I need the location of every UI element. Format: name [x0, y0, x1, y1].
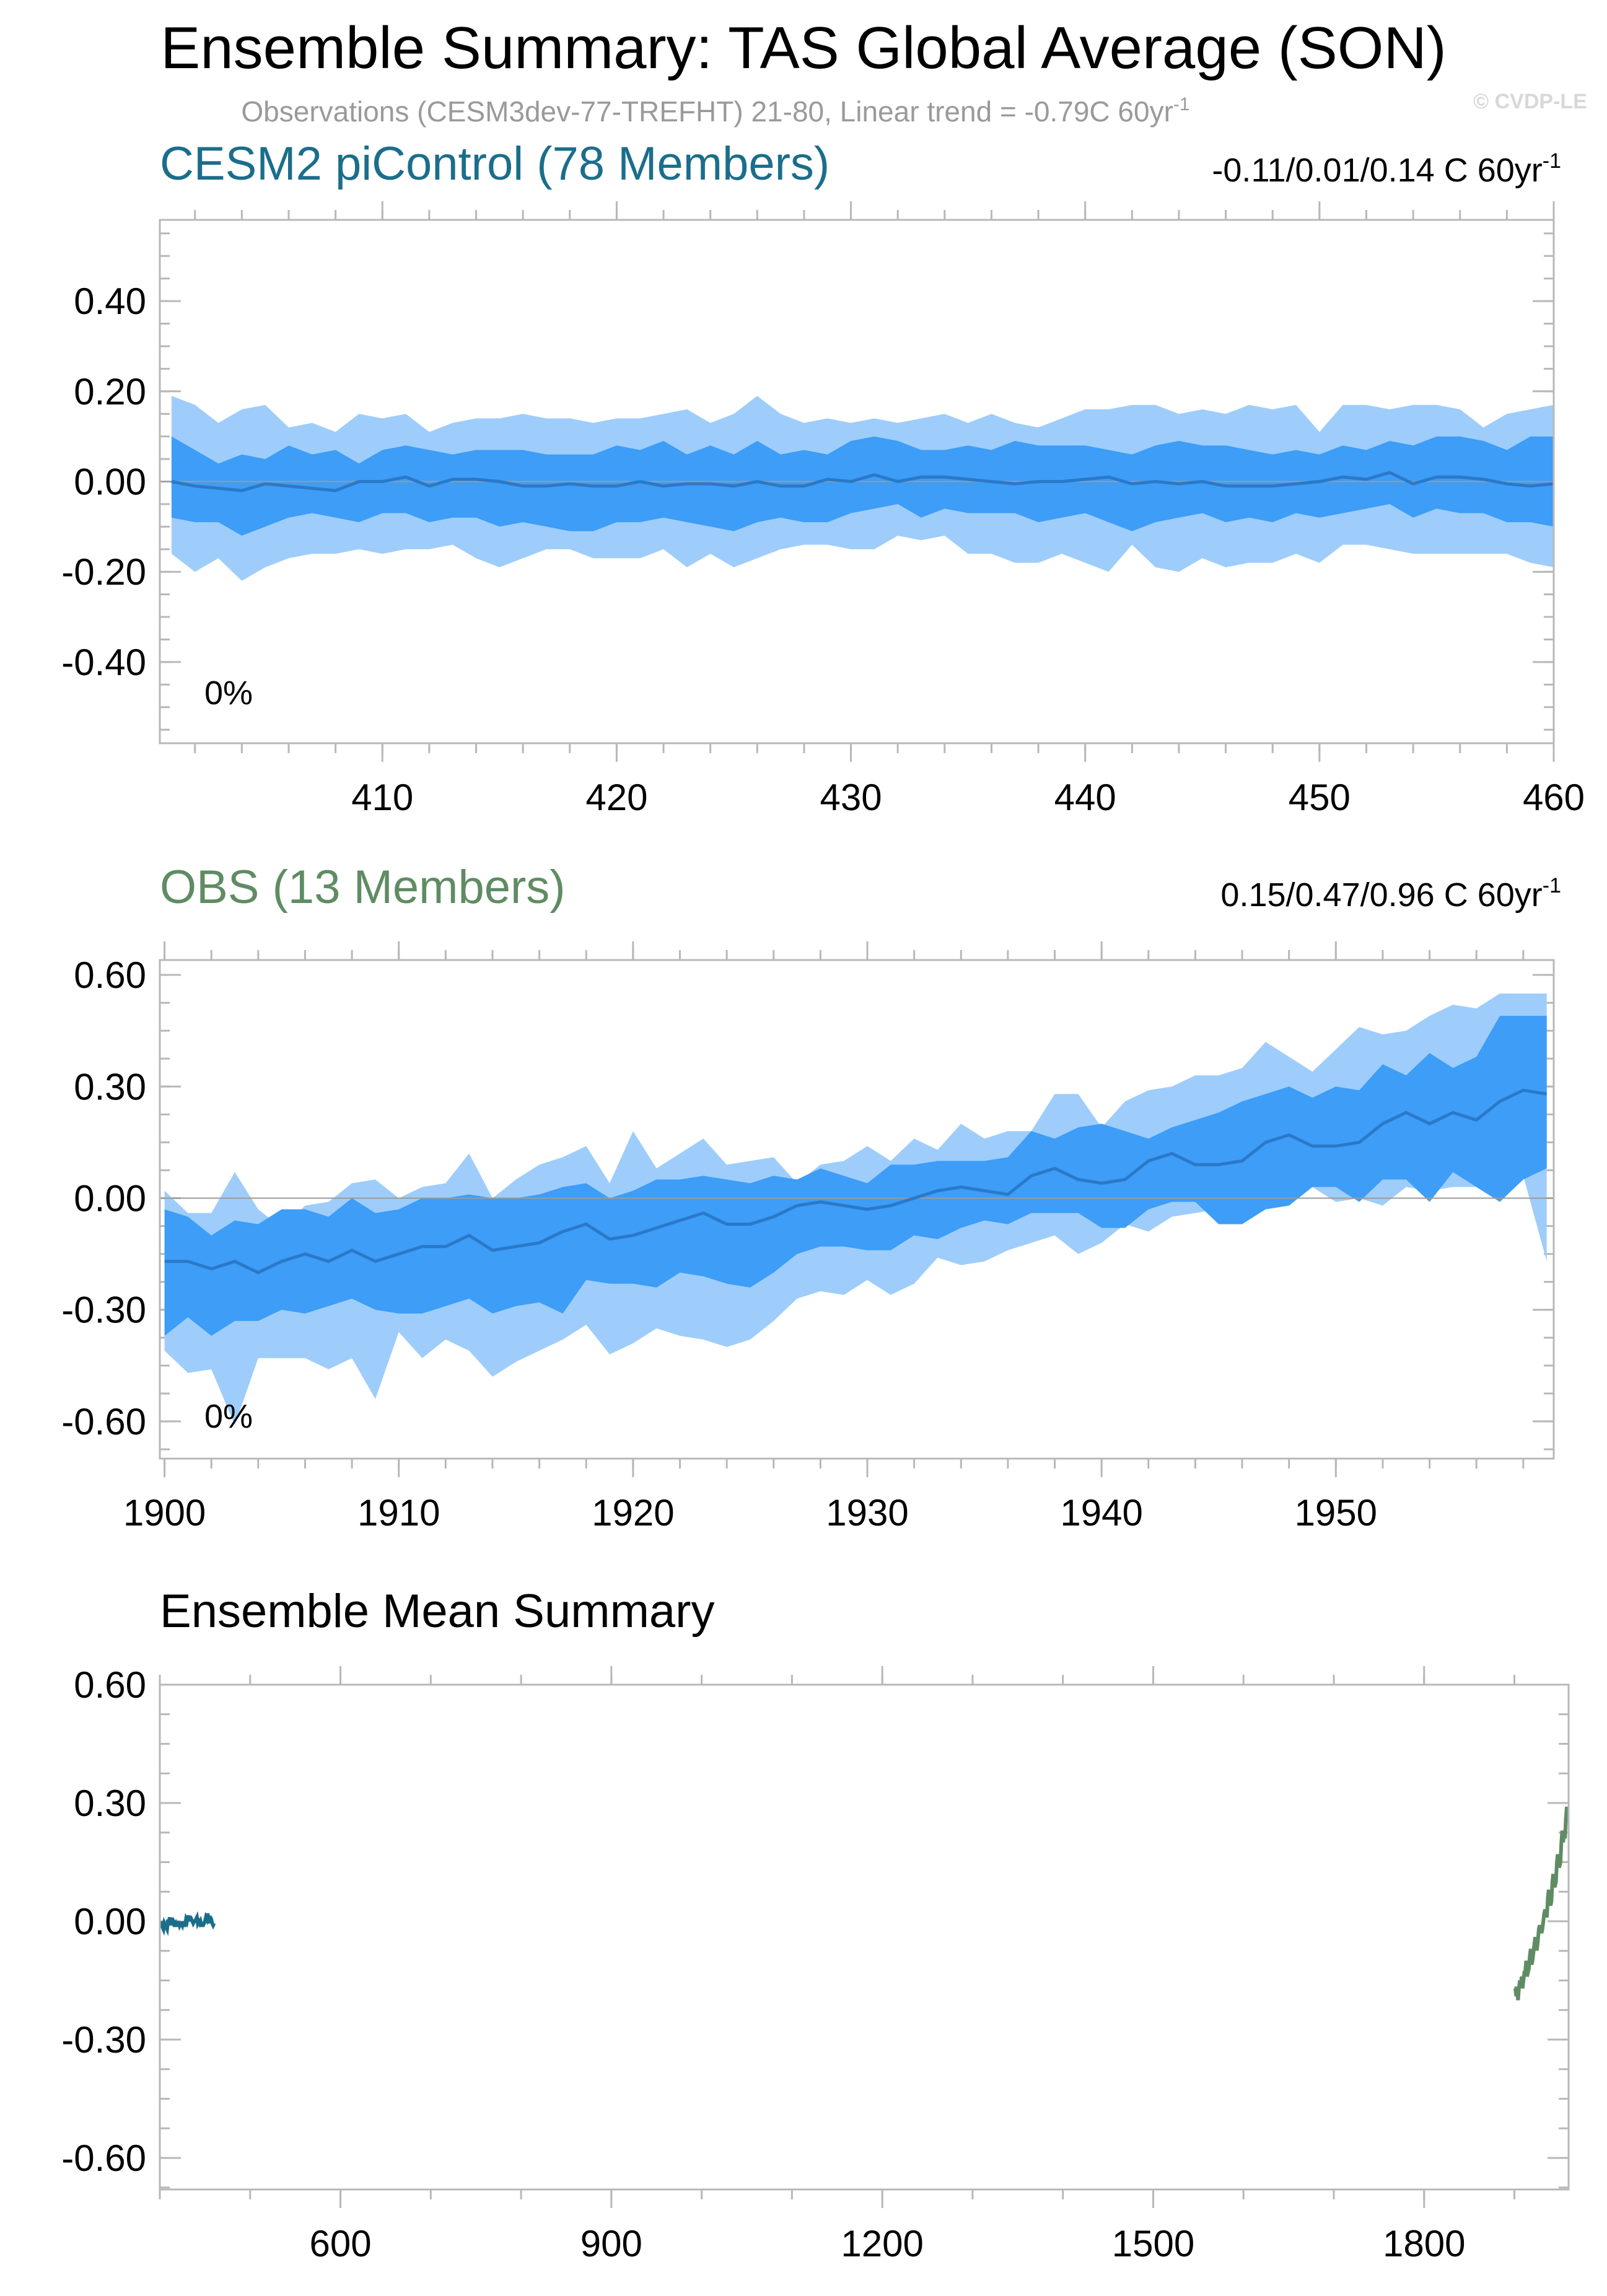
- x-tick-label: 1200: [841, 2223, 923, 2264]
- y-tick-label: 0.00: [74, 461, 146, 503]
- x-tick-label: 440: [1054, 777, 1116, 818]
- trend-range: 0.15/0.47/0.96 C 60yr-1: [1220, 874, 1561, 914]
- x-tick-label: 600: [309, 2223, 371, 2264]
- y-tick-label: -0.30: [61, 2019, 146, 2061]
- trend-range-text: -0.11/0.01/0.14 C 60yr: [1212, 152, 1542, 189]
- x-tick-label: 1920: [592, 1492, 674, 1534]
- x-tick-label: 430: [820, 777, 882, 818]
- y-tick-label: 0.20: [74, 371, 146, 412]
- plot-frame: [159, 959, 1555, 1460]
- x-tick-label: 410: [351, 777, 413, 818]
- subtitle-superscript: -1: [1173, 94, 1190, 115]
- x-tick-label: 1950: [1295, 1492, 1377, 1534]
- x-tick-label: 900: [580, 2223, 642, 2264]
- ensemble-mean-series-piControl: [159, 1911, 216, 1936]
- plot-area: 0.60 0.30 0.00 -0.30 -0.60 1900 1910 1920 1930 19…: [61, 941, 1555, 1534]
- plot-area: 0.40 0.20 0.00 -0.20 -0.40 410 420 430 440 450 460: [61, 201, 1585, 818]
- inner-spread-band: [171, 436, 1554, 536]
- y-tick-label: 0.00: [74, 1177, 146, 1219]
- plot-frame: [159, 219, 1555, 744]
- plot-area: 0.60 0.30 0.00 -0.30 -0.60 600 900 1200 1500 1800: [61, 1664, 1570, 2264]
- figure-subtitle: Observations (CESM3dev-77-TREFHT) 21-80,…: [241, 94, 1189, 128]
- panel-obs: OBS (13 Members) 0.15/0.47/0.96 C 60yr-1…: [61, 861, 1561, 1534]
- y-tick-label: 0.30: [74, 1783, 146, 1824]
- x-tick-label: 460: [1523, 777, 1585, 818]
- panel-ensemble-mean: Ensemble Mean Summary 0.60 0.30 0.00 -0.30 -…: [61, 1585, 1570, 2264]
- y-tick-label: -0.40: [61, 642, 146, 683]
- x-tick-label: 420: [585, 777, 647, 818]
- y-tick-label: 0.30: [74, 1066, 146, 1107]
- panel-title: OBS (13 Members): [160, 861, 566, 914]
- x-tick-label: 1800: [1383, 2223, 1465, 2264]
- inner-spread-band: [164, 1016, 1547, 1336]
- y-tick-label: 0.60: [74, 1664, 146, 1706]
- percent-label: 0%: [204, 674, 253, 712]
- panel-title: CESM2 piControl (78 Members): [160, 137, 830, 190]
- panel-title: Ensemble Mean Summary: [160, 1585, 714, 1638]
- figure-title: Ensemble Summary: TAS Global Average (SO…: [160, 15, 1446, 81]
- y-tick-label: -0.30: [61, 1290, 146, 1331]
- y-tick-label: 0.40: [74, 281, 146, 322]
- x-tick-label: 1500: [1112, 2223, 1194, 2264]
- percent-label: 0%: [204, 1398, 253, 1435]
- x-tick-label: 1940: [1060, 1492, 1142, 1534]
- watermark: © CVDP-LE: [1473, 90, 1587, 113]
- y-tick-label: 0.60: [74, 954, 146, 996]
- x-tick-label: 1900: [123, 1492, 206, 1534]
- y-tick-label: -0.60: [61, 2137, 146, 2179]
- subtitle-text: Observations (CESM3dev-77-TREFHT) 21-80,…: [241, 95, 1173, 128]
- y-tick-label: 0.00: [74, 1901, 146, 1942]
- x-tick-label: 1930: [826, 1492, 908, 1534]
- ensemble-mean-line: [164, 1088, 1548, 1275]
- trend-superscript: -1: [1543, 874, 1561, 897]
- x-tick-label: 1910: [357, 1492, 440, 1534]
- trend-superscript: -1: [1543, 149, 1561, 173]
- trend-range: -0.11/0.01/0.14 C 60yr-1: [1212, 149, 1561, 189]
- trend-range-text: 0.15/0.47/0.96 C 60yr: [1220, 876, 1542, 914]
- x-tick-label: 450: [1289, 777, 1351, 818]
- y-tick-label: -0.60: [61, 1401, 146, 1443]
- ensemble-mean-line: [171, 471, 1554, 492]
- panel-picontrol: CESM2 piControl (78 Members) -0.11/0.01/…: [61, 137, 1585, 818]
- plot-frame: [159, 1683, 1570, 2191]
- y-tick-label: -0.20: [61, 551, 146, 593]
- ensemble-mean-series-obs: [1513, 1806, 1570, 2001]
